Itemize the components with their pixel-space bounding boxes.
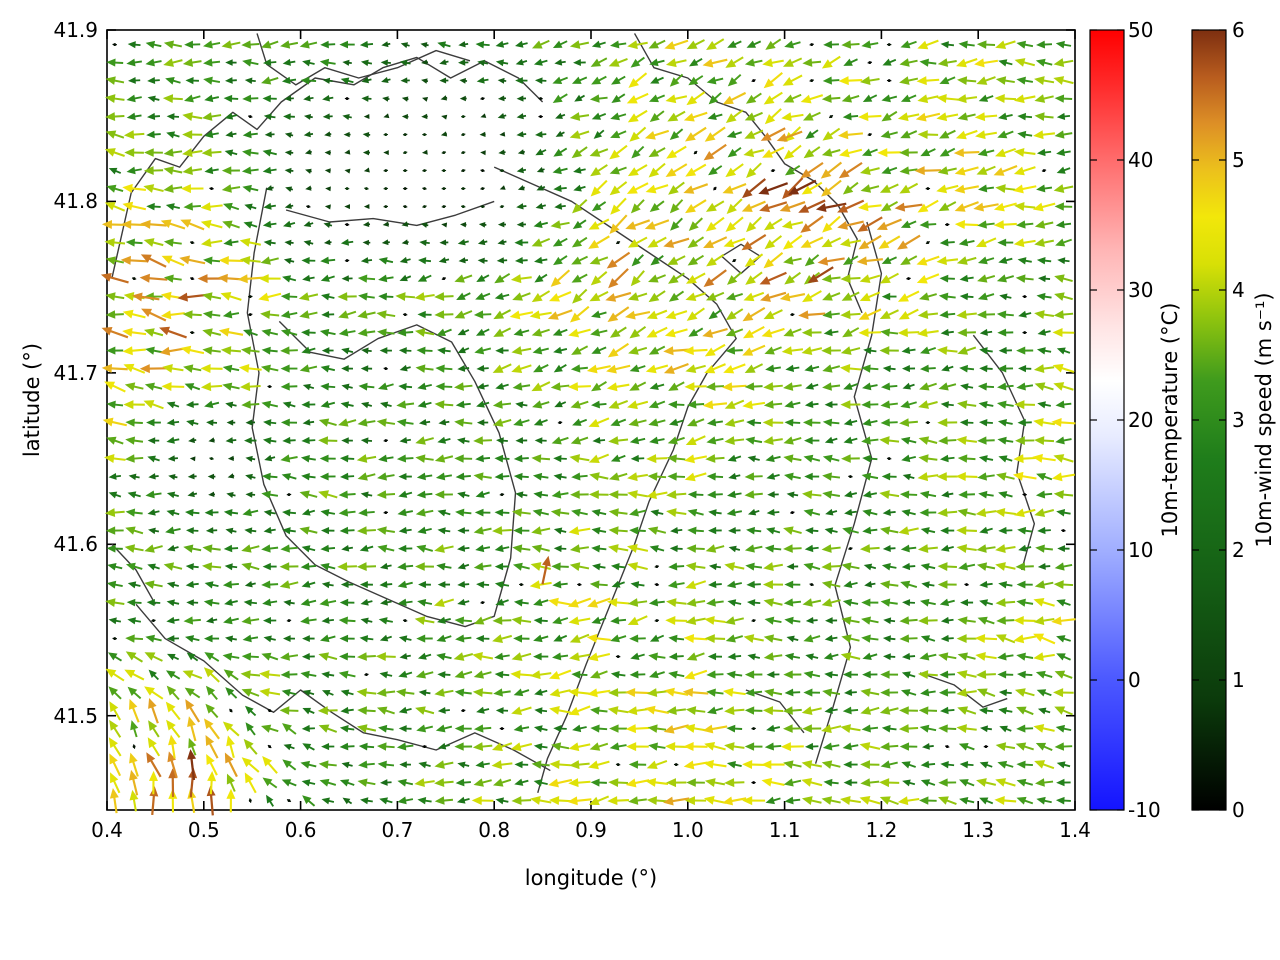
x-tick-label: 0.9 xyxy=(575,818,607,842)
windspeed-colorbar-tick-label: 5 xyxy=(1232,148,1245,172)
windspeed-colorbar-tick-label: 0 xyxy=(1232,798,1245,822)
y-tick-label: 41.8 xyxy=(53,189,98,214)
windspeed-colorbar-tick-label: 4 xyxy=(1232,278,1245,302)
x-tick-label: 0.8 xyxy=(478,818,511,842)
y-axis-label: latitude (°) xyxy=(20,342,44,458)
temperature-colorbar-tick-label: 10 xyxy=(1128,538,1154,562)
x-tick-label: 0.4 xyxy=(91,818,123,842)
x-tick-label: 1.1 xyxy=(768,818,801,842)
windspeed-colorbar-tick-label: 1 xyxy=(1232,668,1245,692)
temperature-colorbar-tick-label: -10 xyxy=(1128,798,1161,822)
x-tick-label: 1.3 xyxy=(962,818,995,842)
windspeed-colorbar-tick-label: 6 xyxy=(1232,18,1245,42)
temperature-colorbar-tick-label: 0 xyxy=(1128,668,1141,692)
windspeed-colorbar-tick-label: 3 xyxy=(1232,408,1245,432)
temperature-colorbar-tick-label: 40 xyxy=(1128,148,1154,172)
y-tick-label: 41.7 xyxy=(53,360,98,385)
x-tick-label: 0.5 xyxy=(187,818,220,842)
x-tick-label: 1.0 xyxy=(671,818,704,842)
x-tick-label: 1.2 xyxy=(865,818,898,842)
x-axis-label: longitude (°) xyxy=(524,866,658,890)
temperature-colorbar-tick-label: 50 xyxy=(1128,18,1154,42)
x-tick-label: 0.6 xyxy=(284,818,317,842)
y-tick-label: 41.9 xyxy=(53,18,98,42)
temperature-colorbar-label: 10m-temperature (°C) xyxy=(1158,302,1182,538)
y-tick-label: 41.6 xyxy=(53,532,98,557)
temperature-colorbar-tick-label: 20 xyxy=(1128,408,1154,432)
x-tick-label: 0.7 xyxy=(381,818,414,842)
windspeed-colorbar-label: 10m-wind speed (m s⁻¹) xyxy=(1252,292,1276,548)
windspeed-colorbar-tick-label: 2 xyxy=(1232,538,1245,562)
y-tick-label: 41.5 xyxy=(53,703,98,728)
x-tick-label: 1.4 xyxy=(1059,818,1091,842)
temperature-colorbar-tick-label: 30 xyxy=(1128,278,1154,302)
